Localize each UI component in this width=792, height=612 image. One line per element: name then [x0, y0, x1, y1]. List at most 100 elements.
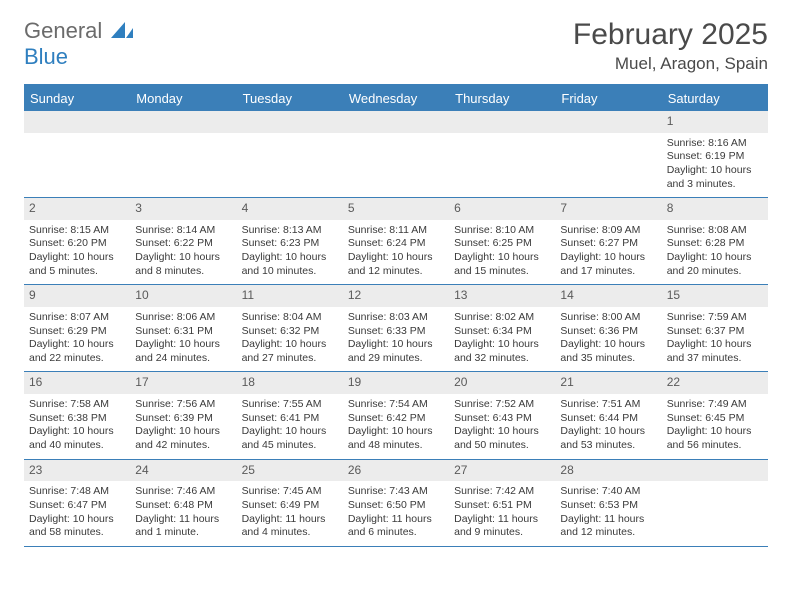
page-header: General Blue February 2025 Muel, Aragon,…	[24, 18, 768, 74]
day-number: 6	[449, 198, 555, 220]
sunset-text: Sunset: 6:53 PM	[560, 499, 656, 513]
week-row: Sunrise: 8:16 AMSunset: 6:19 PMDaylight:…	[24, 133, 768, 199]
day-cell: Sunrise: 8:15 AMSunset: 6:20 PMDaylight:…	[24, 220, 130, 285]
day-cell: Sunrise: 7:58 AMSunset: 6:38 PMDaylight:…	[24, 394, 130, 459]
daylight-text: and 27 minutes.	[242, 352, 338, 366]
daylight-text: Daylight: 10 hours	[242, 338, 338, 352]
sunrise-text: Sunrise: 8:13 AM	[242, 224, 338, 238]
sunrise-text: Sunrise: 7:40 AM	[560, 485, 656, 499]
day-number: 4	[237, 198, 343, 220]
sunset-text: Sunset: 6:37 PM	[667, 325, 763, 339]
sunrise-text: Sunrise: 8:08 AM	[667, 224, 763, 238]
sunrise-text: Sunrise: 8:07 AM	[29, 311, 125, 325]
daylight-text: and 37 minutes.	[667, 352, 763, 366]
day-number: 11	[237, 285, 343, 307]
day-cell: Sunrise: 8:02 AMSunset: 6:34 PMDaylight:…	[449, 307, 555, 372]
sunset-text: Sunset: 6:48 PM	[135, 499, 231, 513]
day-number: 25	[237, 460, 343, 482]
day-number: 5	[343, 198, 449, 220]
daylight-text: and 29 minutes.	[348, 352, 444, 366]
day-number	[449, 111, 555, 133]
day-number: 27	[449, 460, 555, 482]
daynum-row: 232425262728	[24, 460, 768, 482]
day-number	[343, 111, 449, 133]
sunset-text: Sunset: 6:36 PM	[560, 325, 656, 339]
weekday-label: Wednesday	[343, 86, 449, 111]
day-cell: Sunrise: 8:10 AMSunset: 6:25 PMDaylight:…	[449, 220, 555, 285]
day-cell	[237, 133, 343, 198]
day-number: 13	[449, 285, 555, 307]
logo-text: General Blue	[24, 18, 133, 70]
sunrise-text: Sunrise: 7:48 AM	[29, 485, 125, 499]
daylight-text: Daylight: 11 hours	[454, 513, 550, 527]
sunrise-text: Sunrise: 7:45 AM	[242, 485, 338, 499]
sunrise-text: Sunrise: 8:14 AM	[135, 224, 231, 238]
daylight-text: Daylight: 10 hours	[667, 164, 763, 178]
sunset-text: Sunset: 6:31 PM	[135, 325, 231, 339]
weekday-label: Friday	[555, 86, 661, 111]
logo-sail-icon	[111, 22, 133, 38]
sunset-text: Sunset: 6:32 PM	[242, 325, 338, 339]
daylight-text: Daylight: 10 hours	[454, 425, 550, 439]
sunset-text: Sunset: 6:28 PM	[667, 237, 763, 251]
daylight-text: and 15 minutes.	[454, 265, 550, 279]
sunrise-text: Sunrise: 8:15 AM	[29, 224, 125, 238]
daylight-text: Daylight: 10 hours	[242, 425, 338, 439]
sunset-text: Sunset: 6:44 PM	[560, 412, 656, 426]
daylight-text: Daylight: 10 hours	[560, 251, 656, 265]
sunrise-text: Sunrise: 8:11 AM	[348, 224, 444, 238]
sunset-text: Sunset: 6:38 PM	[29, 412, 125, 426]
day-number: 2	[24, 198, 130, 220]
daynum-row: 1	[24, 111, 768, 133]
sunset-text: Sunset: 6:43 PM	[454, 412, 550, 426]
sunset-text: Sunset: 6:51 PM	[454, 499, 550, 513]
daylight-text: and 40 minutes.	[29, 439, 125, 453]
weekday-label: Thursday	[449, 86, 555, 111]
daylight-text: and 35 minutes.	[560, 352, 656, 366]
logo-word2: Blue	[24, 44, 68, 69]
sunrise-text: Sunrise: 7:42 AM	[454, 485, 550, 499]
title-block: February 2025 Muel, Aragon, Spain	[573, 18, 768, 74]
sunrise-text: Sunrise: 7:52 AM	[454, 398, 550, 412]
sunrise-text: Sunrise: 7:51 AM	[560, 398, 656, 412]
daylight-text: and 24 minutes.	[135, 352, 231, 366]
day-cell: Sunrise: 7:48 AMSunset: 6:47 PMDaylight:…	[24, 481, 130, 546]
day-cell: Sunrise: 8:14 AMSunset: 6:22 PMDaylight:…	[130, 220, 236, 285]
day-cell: Sunrise: 7:59 AMSunset: 6:37 PMDaylight:…	[662, 307, 768, 372]
day-cell: Sunrise: 7:46 AMSunset: 6:48 PMDaylight:…	[130, 481, 236, 546]
day-number: 3	[130, 198, 236, 220]
day-cell: Sunrise: 7:55 AMSunset: 6:41 PMDaylight:…	[237, 394, 343, 459]
sunset-text: Sunset: 6:49 PM	[242, 499, 338, 513]
day-number: 22	[662, 372, 768, 394]
daylight-text: and 12 minutes.	[348, 265, 444, 279]
daynum-row: 2345678	[24, 198, 768, 220]
day-number	[555, 111, 661, 133]
daynum-row: 9101112131415	[24, 285, 768, 307]
day-cell: Sunrise: 8:13 AMSunset: 6:23 PMDaylight:…	[237, 220, 343, 285]
daylight-text: and 3 minutes.	[667, 178, 763, 192]
day-number	[24, 111, 130, 133]
logo-word1: General	[24, 18, 102, 43]
sunrise-text: Sunrise: 8:00 AM	[560, 311, 656, 325]
week-row: Sunrise: 8:07 AMSunset: 6:29 PMDaylight:…	[24, 307, 768, 373]
daylight-text: Daylight: 10 hours	[348, 251, 444, 265]
daylight-text: and 48 minutes.	[348, 439, 444, 453]
sunrise-text: Sunrise: 7:49 AM	[667, 398, 763, 412]
day-number	[662, 460, 768, 482]
day-cell: Sunrise: 7:42 AMSunset: 6:51 PMDaylight:…	[449, 481, 555, 546]
day-cell: Sunrise: 7:54 AMSunset: 6:42 PMDaylight:…	[343, 394, 449, 459]
daylight-text: and 56 minutes.	[667, 439, 763, 453]
daylight-text: Daylight: 10 hours	[29, 338, 125, 352]
day-cell: Sunrise: 8:03 AMSunset: 6:33 PMDaylight:…	[343, 307, 449, 372]
location: Muel, Aragon, Spain	[573, 54, 768, 74]
daylight-text: and 10 minutes.	[242, 265, 338, 279]
day-number: 18	[237, 372, 343, 394]
daylight-text: Daylight: 11 hours	[560, 513, 656, 527]
sunset-text: Sunset: 6:33 PM	[348, 325, 444, 339]
daylight-text: and 45 minutes.	[242, 439, 338, 453]
day-cell: Sunrise: 7:43 AMSunset: 6:50 PMDaylight:…	[343, 481, 449, 546]
daylight-text: Daylight: 10 hours	[135, 425, 231, 439]
weekday-label: Sunday	[24, 86, 130, 111]
daylight-text: Daylight: 10 hours	[560, 338, 656, 352]
day-cell: Sunrise: 7:45 AMSunset: 6:49 PMDaylight:…	[237, 481, 343, 546]
